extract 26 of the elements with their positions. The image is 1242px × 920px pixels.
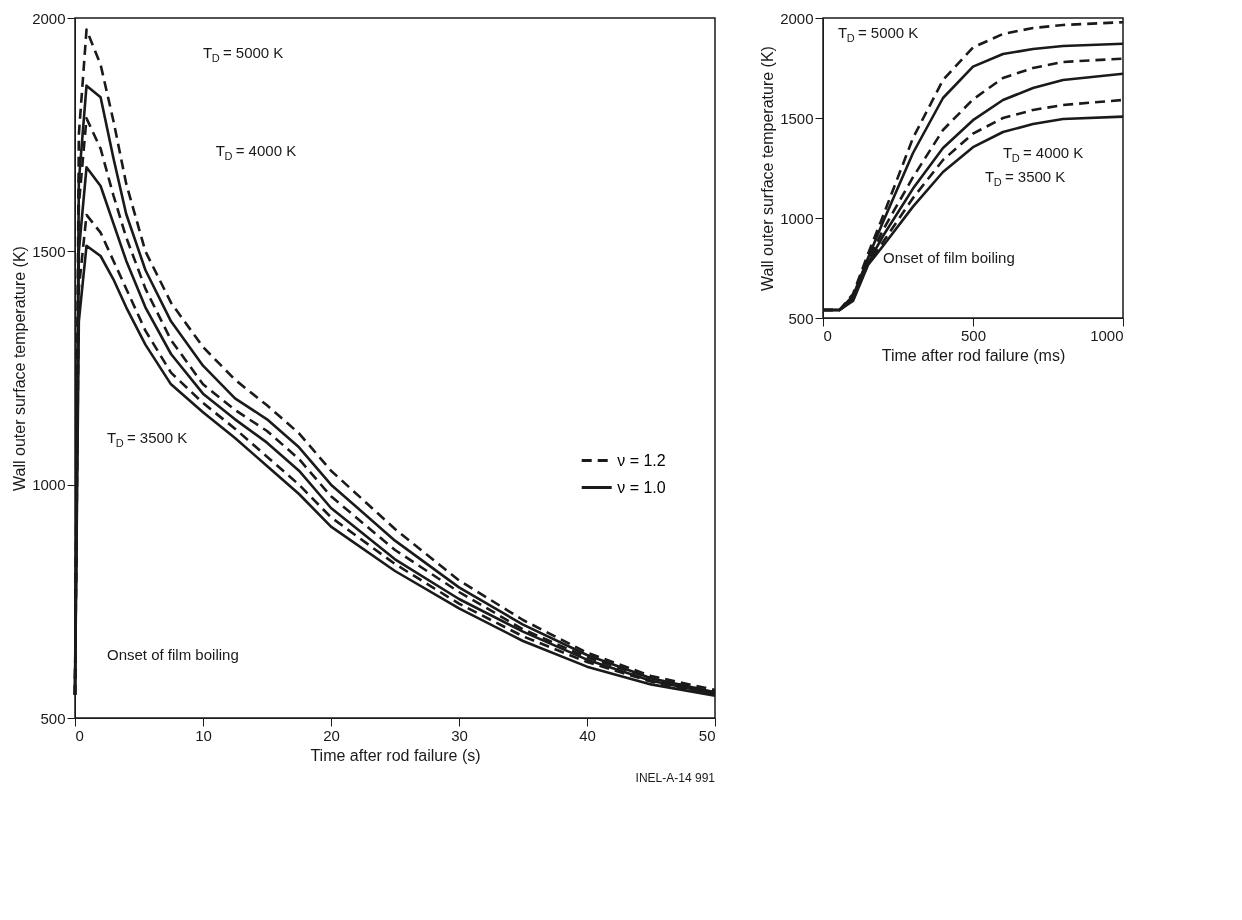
x-axis-title: Time after rod failure (s) xyxy=(310,746,481,764)
annotation: Onset of film boiling xyxy=(107,646,239,663)
y-axis-title: Wall outer surface temperature (K) xyxy=(759,46,777,291)
x-tick-label: 1000 xyxy=(1090,326,1124,344)
x-tick-label: 50 xyxy=(698,726,716,744)
text: INEL-A-14 991 xyxy=(635,770,716,785)
legend-label: ν = 1.2 xyxy=(617,451,666,469)
x-tick-label: 0 xyxy=(823,326,832,344)
x-tick-label: 500 xyxy=(960,326,987,344)
y-tick-label: 1000 xyxy=(780,209,814,227)
x-tick-label: 30 xyxy=(451,726,468,744)
y-tick-label: 1000 xyxy=(32,476,66,494)
legend-label: ν = 1.0 xyxy=(617,478,666,496)
y-tick-label: 500 xyxy=(788,309,814,327)
x-tick-label: 10 xyxy=(195,726,212,744)
y-tick-label: 1500 xyxy=(780,109,814,127)
x-tick-label: 40 xyxy=(579,726,596,744)
x-tick-label: 0 xyxy=(75,726,84,744)
annotation: Onset of film boiling xyxy=(883,249,1015,266)
y-tick-label: 2000 xyxy=(32,9,66,27)
y-axis-title: Wall outer surface temperature (K) xyxy=(11,246,29,491)
y-tick-label: 1500 xyxy=(32,242,66,260)
x-axis-title: Time after rod failure (ms) xyxy=(881,346,1066,364)
y-tick-label: 500 xyxy=(40,709,66,727)
x-tick-label: 20 xyxy=(323,726,340,744)
y-tick-label: 2000 xyxy=(780,9,814,27)
